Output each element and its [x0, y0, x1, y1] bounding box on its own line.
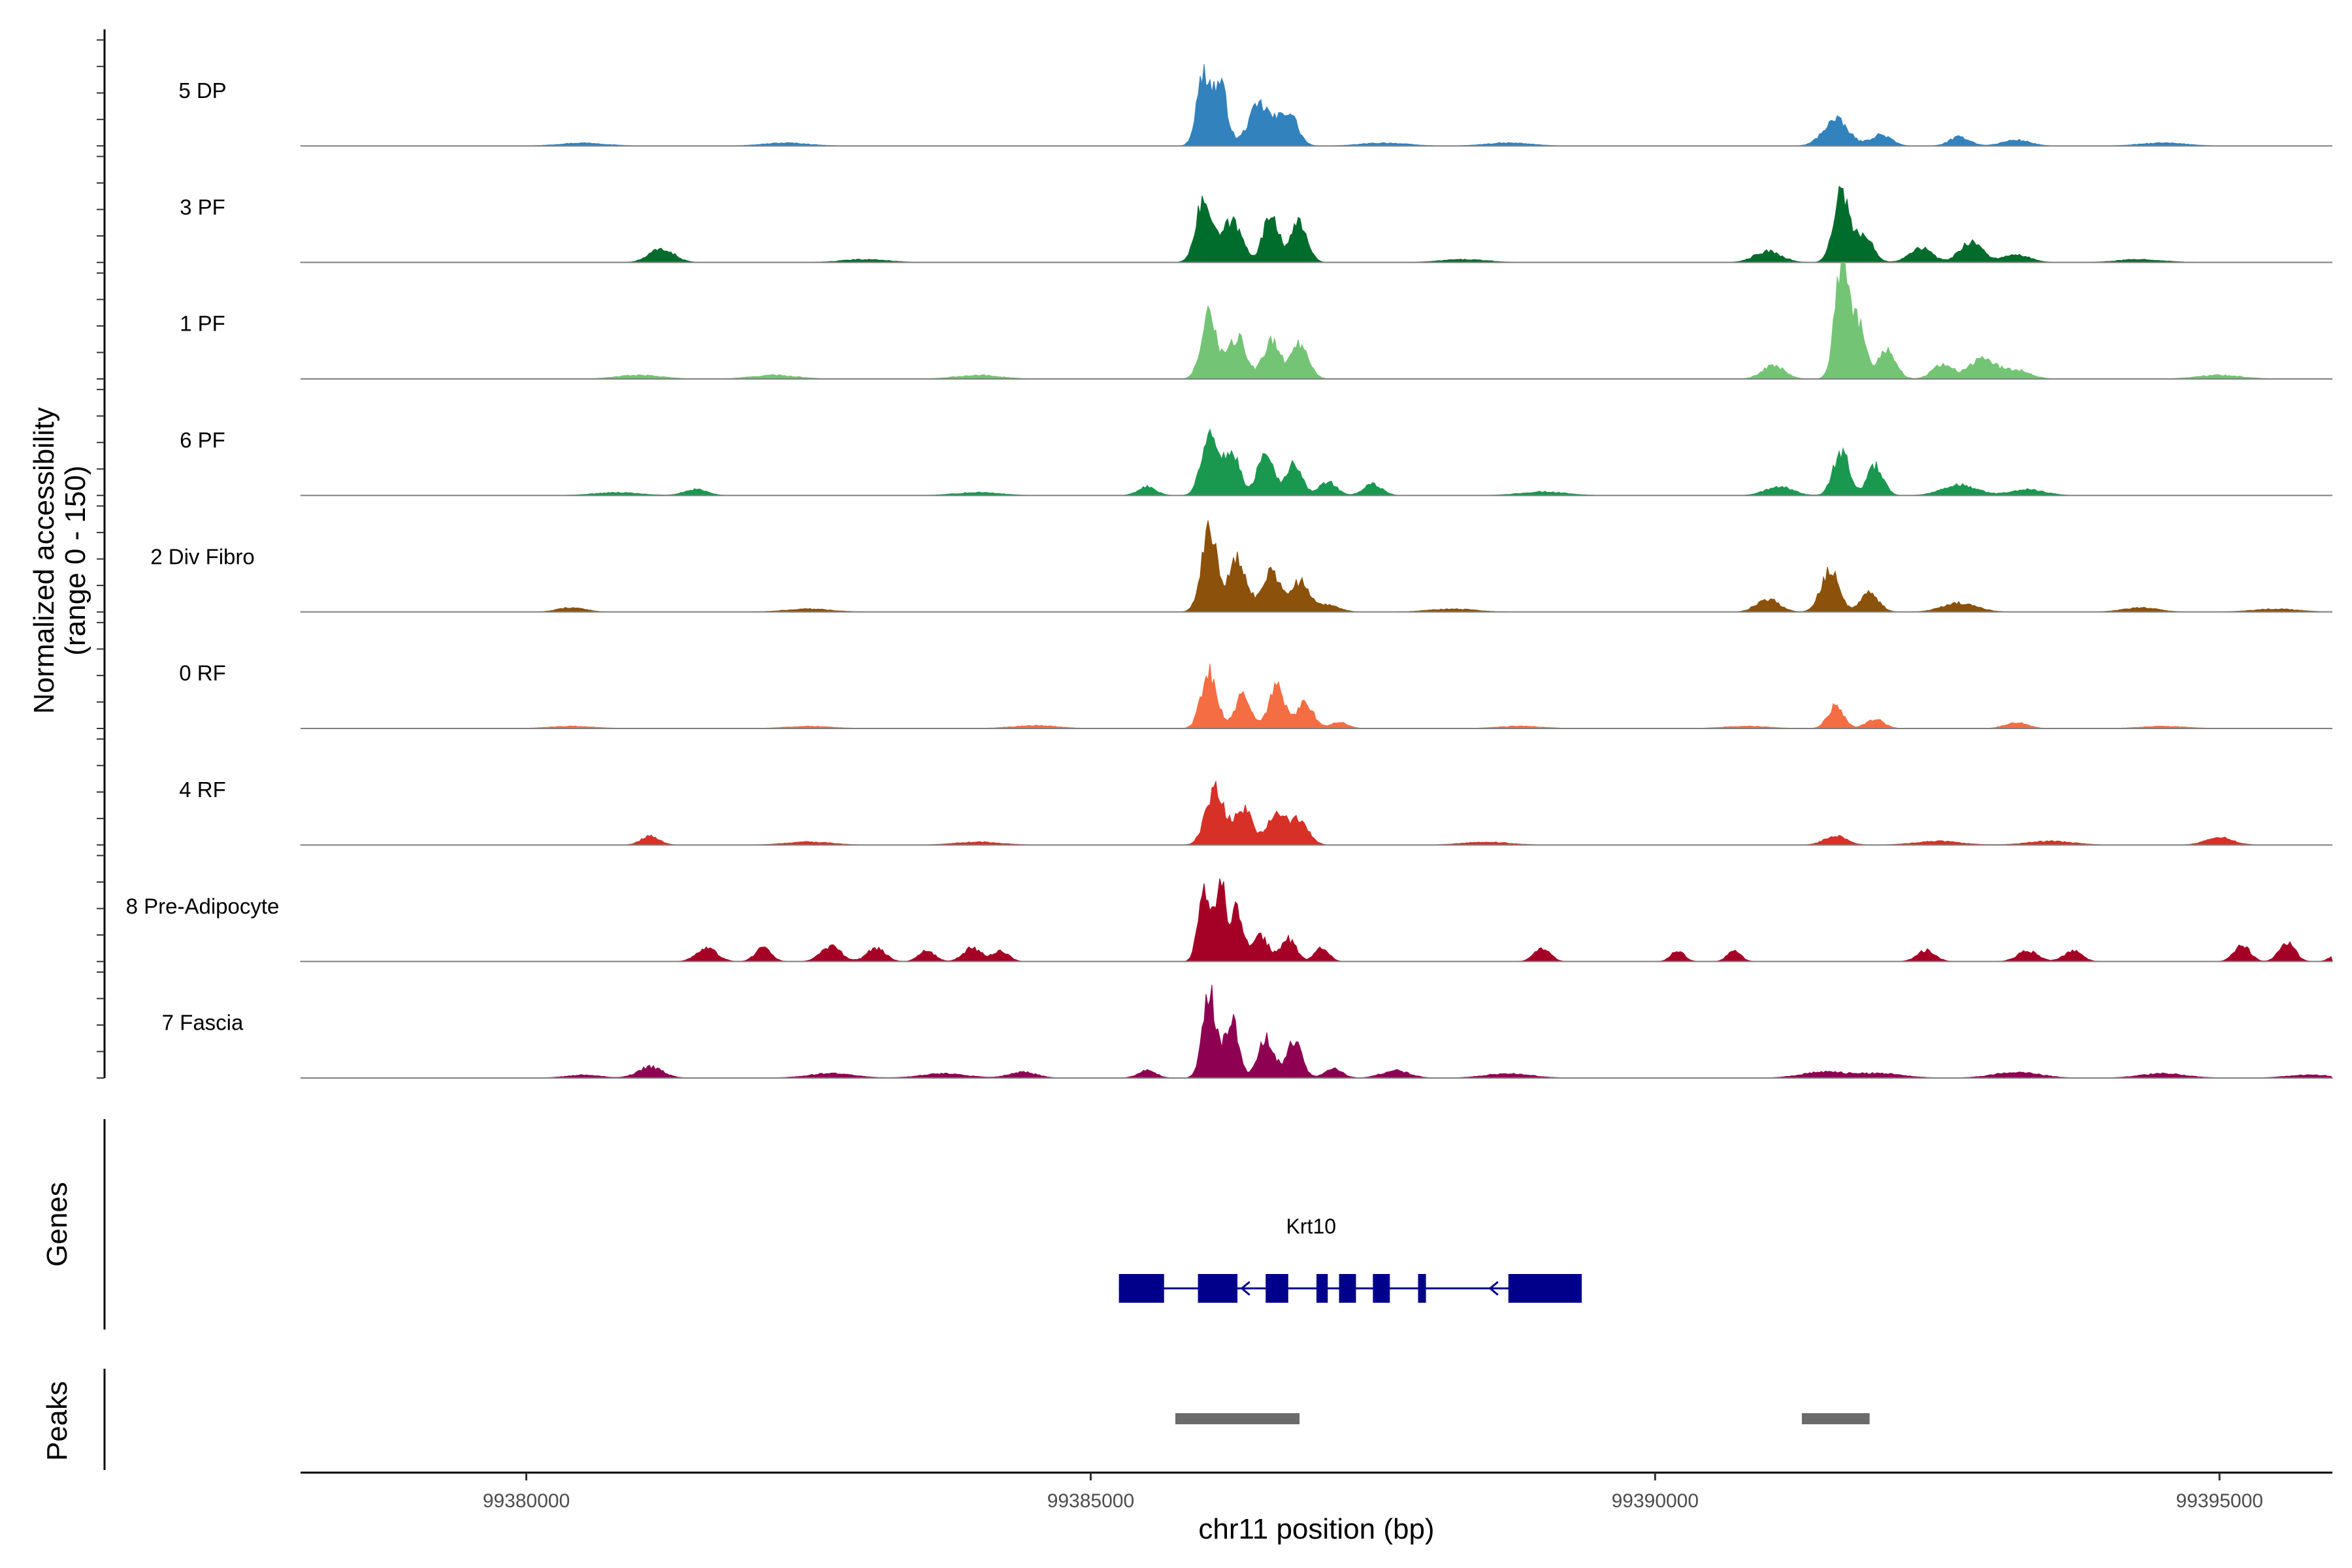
- coverage-tracks: [300, 64, 2334, 1079]
- coverage-area-5: [301, 663, 2332, 729]
- coverage-area-3: [300, 428, 2333, 496]
- gene-exon: [1119, 1274, 1164, 1303]
- coverage-area-1: [300, 186, 2333, 263]
- coverage-area-6: [300, 781, 2333, 845]
- track-label-6: 4 RF: [179, 777, 226, 802]
- gene-models: Krt10: [1119, 1215, 1582, 1303]
- gene-exon: [1339, 1274, 1356, 1303]
- gene-exon: [1373, 1274, 1390, 1303]
- track-label-1: 3 PF: [180, 195, 225, 219]
- coverage-area-4: [300, 520, 2333, 613]
- gene-name-label: Krt10: [1286, 1215, 1336, 1238]
- x-tick-label: 99395000: [2176, 1490, 2262, 1512]
- peaks-panel-title: Peaks: [41, 1381, 73, 1461]
- track-label-8: 7 Fascia: [162, 1011, 244, 1035]
- track-label-2: 1 PF: [180, 312, 225, 336]
- track-label-0: 5 DP: [178, 78, 226, 103]
- coverage-area-2: [301, 262, 2332, 380]
- coverage-area-0: [300, 64, 2333, 146]
- x-tick-label: 99380000: [483, 1490, 570, 1512]
- peak-region: [1175, 1413, 1300, 1424]
- gene-exon: [1418, 1274, 1426, 1303]
- peak-region: [1801, 1413, 1870, 1424]
- track-label-7: 8 Pre-Adipocyte: [126, 894, 280, 918]
- track-labels: 5 DP 3 PF 1 PF 6 PF 2 Div Fibro 0 RF 4 RF 8 Pre…: [126, 78, 280, 1035]
- x-tick-label: 99385000: [1047, 1490, 1134, 1512]
- coverage-area-7: [300, 878, 2333, 962]
- coverage-area-8: [301, 985, 2334, 1079]
- gene-strand-arrow: [1488, 1281, 1499, 1296]
- x-axis-title: chr11 position (bp): [1198, 1513, 1434, 1545]
- genes-panel-title: Genes: [41, 1182, 73, 1267]
- x-axis-ticks: 99380000 99385000 99390000 99395000: [483, 1473, 2263, 1512]
- track-label-3: 6 PF: [180, 428, 225, 452]
- peak-regions: [1175, 1413, 1870, 1424]
- track-label-4: 2 Div Fibro: [150, 544, 255, 568]
- gene-exon: [1266, 1274, 1288, 1303]
- x-tick-label: 99390000: [1612, 1490, 1699, 1512]
- gene-exon: [1198, 1274, 1238, 1303]
- gene-exon: [1316, 1274, 1328, 1303]
- y-axis-title-line2: (range 0 - 150): [59, 465, 91, 655]
- y-axis-title-line1: Normalized accessibility: [28, 407, 60, 713]
- gene-strand-arrow: [1240, 1281, 1250, 1296]
- track-label-5: 0 RF: [179, 661, 226, 685]
- gene-exon: [1508, 1274, 1582, 1303]
- accessibility-axis-ticks: [97, 39, 105, 1079]
